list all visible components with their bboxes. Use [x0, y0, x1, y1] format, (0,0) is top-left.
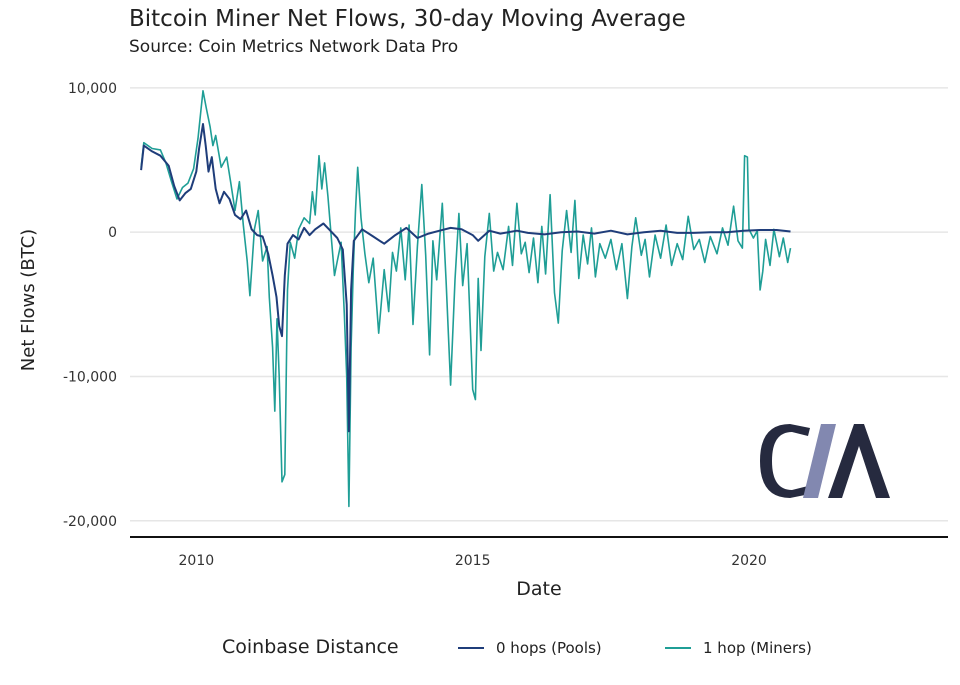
- legend-swatch-pools: [458, 647, 484, 649]
- legend-label-miners: 1 hop (Miners): [703, 639, 812, 657]
- chart-title: Bitcoin Miner Net Flows, 30-day Moving A…: [129, 6, 686, 32]
- legend: Coinbase Distance 0 hops (Pools) 1 hop (…: [0, 634, 960, 662]
- x-axis-label: Date: [516, 578, 561, 600]
- series-line-pools: [140, 123, 791, 433]
- y-tick-label: 0: [108, 225, 117, 241]
- x-tick-label: 2010: [179, 553, 215, 569]
- logo-slash-shape: [803, 424, 836, 498]
- series-line-miners: [140, 90, 792, 508]
- y-tick-label: 10,000: [68, 81, 117, 97]
- y-tick-label: -10,000: [63, 369, 117, 385]
- gridlines: [130, 87, 948, 522]
- y-axis-label: Net Flows (BTC): [18, 229, 39, 371]
- logo-m-shape: [828, 424, 890, 498]
- series-lines: [140, 90, 792, 508]
- x-tick-label: 2020: [731, 553, 767, 569]
- x-tick-label: 2015: [455, 553, 491, 569]
- legend-item-miners: 1 hop (Miners): [665, 639, 812, 657]
- y-tick-label: -20,000: [63, 514, 117, 530]
- chart-subtitle: Source: Coin Metrics Network Data Pro: [129, 37, 459, 57]
- legend-swatch-miners: [665, 647, 691, 649]
- x-axis-ticks: 2010 2015 2020: [179, 553, 767, 569]
- coin-metrics-logo: [760, 424, 890, 498]
- logo-c-shape: [760, 424, 810, 498]
- legend-label-pools: 0 hops (Pools): [496, 639, 602, 657]
- y-axis-ticks: 10,000 0 -10,000 -20,000: [63, 81, 117, 530]
- legend-item-pools: 0 hops (Pools): [458, 639, 602, 657]
- legend-title: Coinbase Distance: [222, 636, 399, 658]
